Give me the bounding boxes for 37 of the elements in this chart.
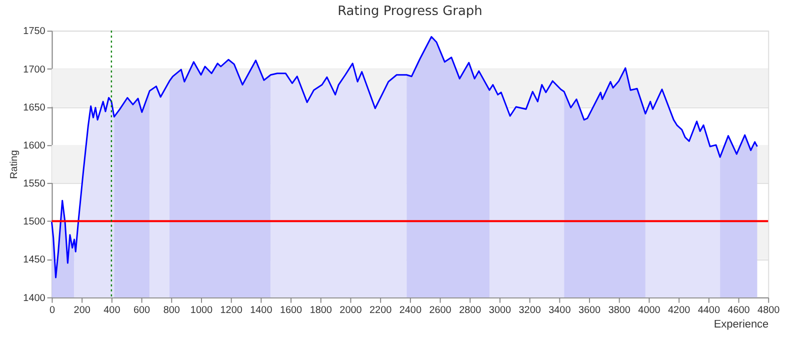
x-tick-label: 3800 [608, 304, 631, 316]
x-tick-label: 2600 [429, 304, 452, 316]
x-tick-label: 1600 [280, 304, 303, 316]
x-tick-label: 4800 [758, 304, 780, 316]
y-axis-title: Rating [9, 150, 20, 179]
x-tick-label: 600 [133, 304, 151, 316]
x-tick-label: 3400 [548, 304, 572, 316]
x-tick-label: 400 [104, 304, 121, 316]
x-tick-label: 4600 [728, 304, 750, 316]
x-tick-label: 2800 [459, 304, 482, 316]
x-tick-label: 1200 [220, 304, 243, 316]
line-series [50, 36, 758, 278]
x-tick-label: 1800 [310, 304, 332, 316]
x-tick-label: 3200 [518, 304, 542, 316]
y-tick-label: 1550 [23, 178, 46, 190]
x-tick-label: 2400 [399, 304, 422, 316]
x-tick-label: 1400 [250, 304, 273, 316]
x-tick-label: 3000 [488, 304, 512, 316]
x-tick-label: 4000 [638, 304, 661, 316]
x-tick-label: 200 [74, 304, 91, 316]
y-tick-label: 1600 [23, 140, 46, 152]
x-axis-title: Experience [714, 318, 769, 331]
chart-title: Rating Progress Graph [338, 4, 482, 19]
y-tick-label: 1750 [23, 26, 46, 38]
y-tick-label: 1450 [23, 254, 46, 266]
x-tick-label: 2000 [340, 304, 362, 316]
x-tick-label: 1000 [190, 304, 214, 316]
y-tick-label: 1500 [23, 216, 46, 228]
x-tick-label: 3600 [578, 304, 602, 316]
y-tick-label: 1650 [23, 102, 46, 114]
y-tick-label: 1700 [23, 64, 46, 76]
y-tick-label: 1400 [23, 292, 46, 304]
x-tick-label: 2200 [370, 304, 392, 316]
x-tick-label: 800 [163, 304, 180, 316]
x-tick-label: 0 [49, 304, 56, 316]
x-tick-label: 4400 [698, 304, 720, 316]
x-tick-label: 4200 [668, 304, 691, 316]
